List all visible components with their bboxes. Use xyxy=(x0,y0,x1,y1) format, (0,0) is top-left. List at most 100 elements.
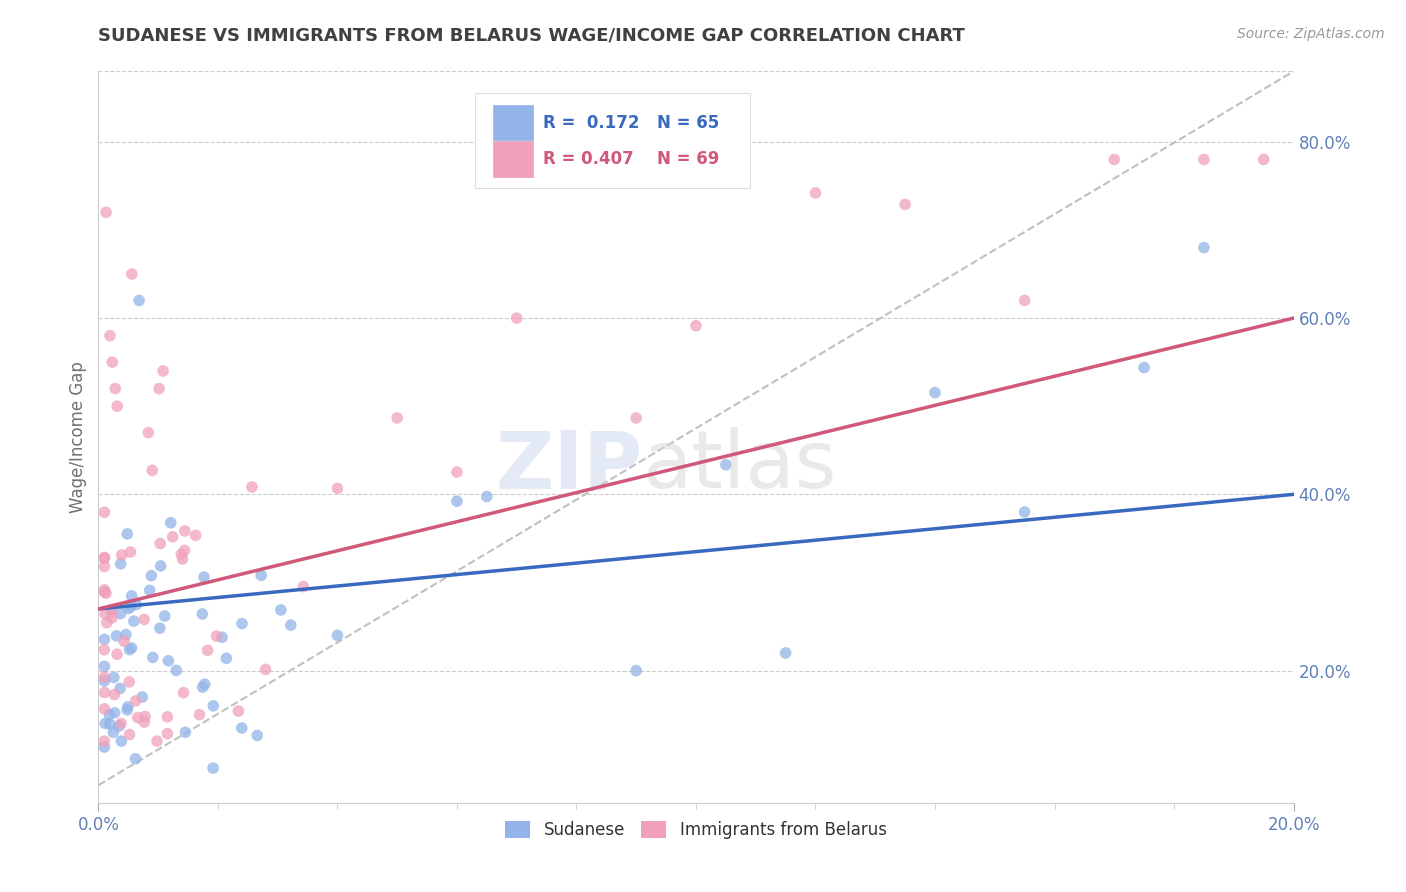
Point xyxy=(124,752,146,766)
Point xyxy=(100,605,122,619)
Point xyxy=(115,627,138,641)
Point xyxy=(111,548,134,562)
Point xyxy=(134,715,156,730)
Point xyxy=(153,609,176,624)
Point xyxy=(250,568,273,582)
Text: R = 0.407: R = 0.407 xyxy=(543,150,634,168)
Text: ZIP: ZIP xyxy=(495,427,643,506)
Point xyxy=(101,355,124,369)
Point xyxy=(1133,360,1156,375)
Point xyxy=(93,670,115,684)
Point xyxy=(104,382,127,396)
Point xyxy=(94,205,117,219)
Point xyxy=(184,528,207,542)
Point xyxy=(131,690,153,704)
Point xyxy=(146,734,169,748)
Point xyxy=(148,382,170,396)
Point xyxy=(191,607,214,621)
Point xyxy=(98,717,121,731)
Point xyxy=(121,589,143,603)
Point xyxy=(118,674,141,689)
Point xyxy=(138,583,160,598)
Point xyxy=(159,516,181,530)
Point xyxy=(193,570,215,584)
Point xyxy=(685,318,707,333)
Point xyxy=(215,651,238,665)
Point xyxy=(117,601,139,615)
Point xyxy=(1014,293,1036,308)
Point xyxy=(280,618,302,632)
Point xyxy=(136,425,159,440)
Point xyxy=(105,647,128,661)
Point xyxy=(1104,153,1126,167)
Point xyxy=(1192,153,1215,167)
Point xyxy=(93,740,115,755)
Point xyxy=(506,311,529,326)
Point xyxy=(924,385,946,400)
FancyBboxPatch shape xyxy=(494,141,533,177)
Y-axis label: Wage/Income Gap: Wage/Income Gap xyxy=(69,361,87,513)
Point xyxy=(110,734,132,748)
Point xyxy=(804,186,827,200)
Point xyxy=(894,197,917,211)
Point xyxy=(93,584,115,599)
Point xyxy=(105,629,128,643)
Point xyxy=(446,494,468,508)
Point xyxy=(110,716,132,731)
Point xyxy=(194,677,217,691)
Point xyxy=(202,698,225,713)
Point xyxy=(174,725,197,739)
Point xyxy=(188,707,211,722)
Point xyxy=(246,729,269,743)
Point xyxy=(121,640,143,655)
Point xyxy=(93,551,115,566)
Point xyxy=(156,726,179,740)
Point xyxy=(117,527,139,541)
Point xyxy=(141,463,163,477)
Point xyxy=(93,659,115,673)
Point xyxy=(626,411,648,425)
Point xyxy=(127,710,149,724)
Point xyxy=(108,681,131,696)
Point xyxy=(152,364,174,378)
Point xyxy=(170,547,193,561)
FancyBboxPatch shape xyxy=(475,94,749,188)
Point xyxy=(191,680,214,694)
Point xyxy=(714,458,737,472)
Point xyxy=(108,719,131,733)
Point xyxy=(125,694,148,708)
Point xyxy=(98,707,121,722)
Point xyxy=(117,699,139,714)
Point xyxy=(1253,153,1275,167)
Point xyxy=(197,643,219,657)
Point xyxy=(96,615,118,630)
Point xyxy=(93,702,115,716)
Point xyxy=(134,709,156,723)
Point xyxy=(326,481,349,495)
Point xyxy=(231,721,253,735)
Point xyxy=(121,267,143,281)
Point xyxy=(93,673,115,688)
Text: Source: ZipAtlas.com: Source: ZipAtlas.com xyxy=(1237,27,1385,41)
Point xyxy=(105,399,128,413)
Point xyxy=(165,664,187,678)
Point xyxy=(98,328,121,343)
Point xyxy=(202,761,225,775)
Point xyxy=(228,704,250,718)
Point xyxy=(100,604,122,618)
Point xyxy=(110,607,132,621)
Text: atlas: atlas xyxy=(643,427,837,506)
Point xyxy=(112,634,135,648)
Point xyxy=(93,559,115,574)
Point xyxy=(173,524,195,538)
Point xyxy=(173,543,195,558)
Point xyxy=(142,650,165,665)
Point xyxy=(93,734,115,748)
Point xyxy=(122,614,145,628)
Text: N = 69: N = 69 xyxy=(657,150,718,168)
Point xyxy=(1192,241,1215,255)
Point xyxy=(162,530,184,544)
Point xyxy=(104,706,127,720)
Point xyxy=(326,628,349,642)
Point xyxy=(475,490,498,504)
